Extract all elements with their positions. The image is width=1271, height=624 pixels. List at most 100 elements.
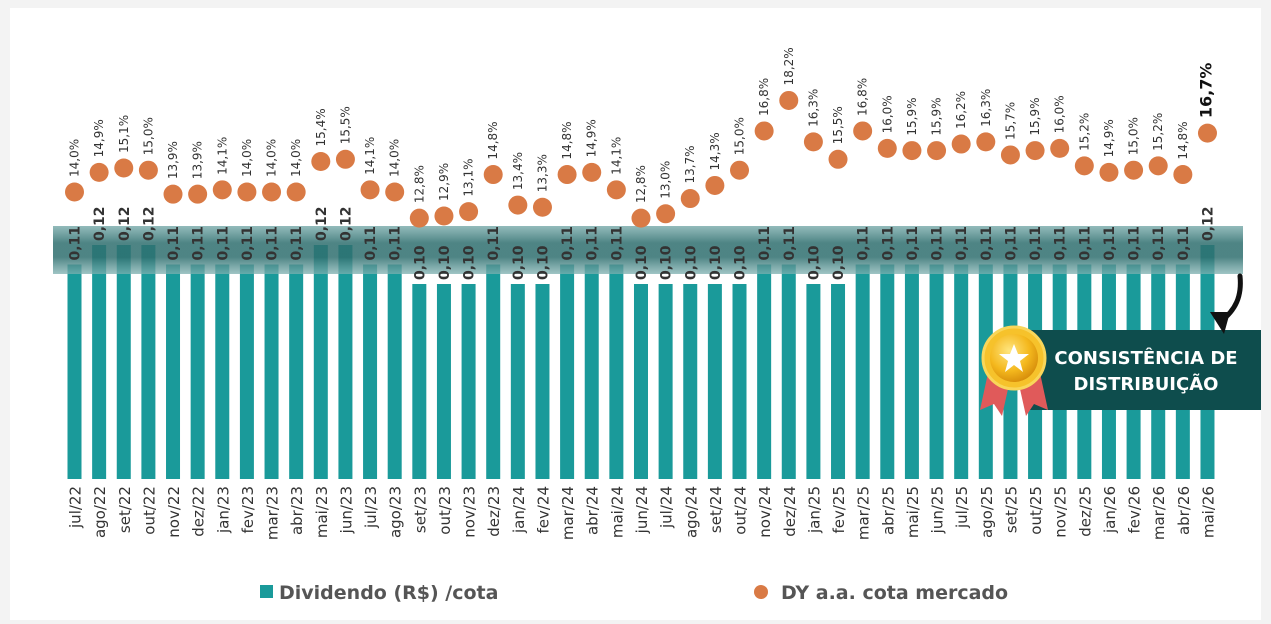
callout-line1: CONSISTÊNCIA DE [1054,347,1237,369]
dy-point-out/25 [1025,141,1045,161]
bar-value-label: 0,10 [462,245,478,280]
dy-value-label: 15,2% [1151,113,1165,151]
dy-value-label: 12,8% [412,165,426,203]
dy-point-mai/24 [606,180,626,200]
x-tick-label: mar/24 [559,486,577,540]
bar-value-label: 0,11 [609,226,625,261]
dy-point-dez/23 [483,165,503,185]
dy-point-set/25 [1000,145,1020,165]
bar-value-label: 0,11 [585,226,601,261]
x-tick-label: abr/24 [584,486,602,535]
bar-value-label: 0,12 [117,206,133,241]
dy-value-label: 16,0% [1053,95,1067,133]
dy-value-label: 13,4% [511,152,525,190]
x-tick-label: mai/25 [904,486,922,538]
dy-value-label: 15,4% [314,108,328,146]
dy-point-dez/25 [1074,156,1094,176]
dy-value-label: 14,3% [708,132,722,170]
dy-value-label: 14,1% [363,137,377,175]
bar-value-label: 0,11 [240,226,256,261]
bar-value-label: 0,11 [1003,226,1019,261]
dy-value-label: 13,9% [166,141,180,179]
x-tick-label: jun/25 [929,486,947,534]
bar-dez/22 [190,264,205,479]
dy-point-mai/25 [902,141,922,161]
dy-value-label: 16,3% [806,89,820,127]
bar-fev/23 [239,264,254,479]
x-tick-label: ago/23 [387,486,405,538]
dy-value-label: 14,0% [289,139,303,177]
x-tick-label: fev/24 [534,486,552,534]
dy-value-label: 15,9% [1028,97,1042,135]
bar-value-label: 0,10 [708,245,724,280]
dy-value-label: 16,8% [856,78,870,116]
callout: CONSISTÊNCIA DE DISTRIBUIÇÃO [980,273,1261,416]
dy-point-mai/23 [311,151,331,171]
bar-jul/25 [954,264,969,479]
dy-point-dez/22 [188,184,208,204]
x-tick-label: fev/26 [1126,486,1144,534]
dy-labels-layer: 14,0% 14,9% 15,1% 15,0% 13,9% 13,9% 14,1% 14,0%… [68,47,1216,203]
bar-jul/23 [363,264,378,479]
dy-value-label: 15,7% [1003,102,1017,140]
dy-point-ago/23 [385,182,405,202]
bar-set/22 [116,245,131,479]
bar-mai/23 [313,245,328,479]
bar-value-label: 0,11 [1053,226,1069,261]
chart-svg: 0,11 0,12 0,12 0,12 0,11 0,11 0,11 0,11 0,11 0,11… [53,47,1261,604]
bar-dez/23 [486,264,501,479]
x-tick-label: jun/24 [633,486,651,534]
dy-point-dez/24 [779,90,799,110]
dy-point-jul/24 [656,204,676,224]
bar-mai/25 [904,264,919,479]
dy-value-label: 16,7% [1196,63,1215,119]
x-tick-label: jul/22 [67,486,85,529]
bar-value-label: 0,11 [930,226,946,261]
dy-point-ago/22 [89,162,109,182]
callout-box [1025,330,1261,410]
x-tick-label: dez/24 [781,486,799,537]
x-tick-label: jan/26 [1101,486,1119,534]
dy-value-label: 18,2% [782,47,796,85]
highlight-band [53,226,1243,274]
bar-value-label: 0,11 [1102,226,1118,261]
x-tick-label: set/22 [116,486,134,533]
dy-point-ago/25 [976,132,996,152]
x-tick-label: dez/25 [1076,486,1094,537]
x-tick-label: jul/23 [362,486,380,529]
bar-value-label: 0,11 [1028,226,1044,261]
bar-value-label: 0,11 [782,226,798,261]
bar-nov/22 [166,264,181,479]
dy-point-mar/26 [1148,156,1168,176]
x-tick-label: mar/25 [855,486,873,540]
dy-value-label: 16,2% [954,91,968,129]
bar-mar/24 [560,264,575,479]
bar-value-label: 0,11 [289,226,305,261]
dy-point-fev/24 [532,197,552,217]
dy-value-label: 15,1% [117,115,131,153]
bar-abr/24 [584,264,599,479]
bar-value-label: 0,11 [363,226,379,261]
x-tick-label: nov/22 [165,486,183,538]
bar-value-label: 0,11 [979,226,995,261]
bar-value-label: 0,10 [412,245,428,280]
dy-value-label: 16,0% [880,95,894,133]
bar-value-label: 0,10 [659,245,675,280]
x-tick-label: ago/24 [682,486,700,538]
bar-mar/23 [264,264,279,479]
dy-point-set/22 [114,158,134,178]
curved-arrow-icon [1210,273,1243,334]
dots-layer [65,90,1217,228]
bar-set/24 [707,284,722,479]
dy-value-label: 13,0% [659,161,673,199]
bar-value-label: 0,11 [68,226,84,261]
dy-value-label: 12,9% [437,163,451,201]
x-tick-label: jan/25 [805,486,823,534]
x-tick-label: out/25 [1027,486,1045,535]
x-tick-label: jul/24 [658,486,676,529]
dy-point-jul/22 [65,182,84,202]
bar-abr/25 [880,264,895,479]
dy-point-set/23 [409,208,429,228]
dy-value-label: 15,5% [338,106,352,144]
legend-dot-swatch [754,585,768,599]
